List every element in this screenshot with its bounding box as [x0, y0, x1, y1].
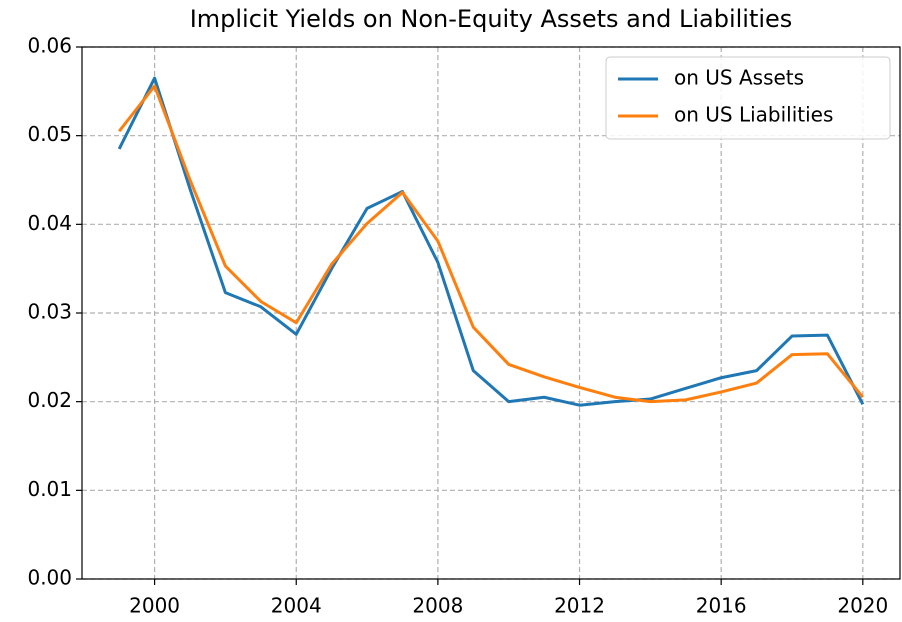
x-tick-label: 2004 [271, 594, 322, 618]
x-tick-label: 2016 [696, 594, 747, 618]
x-tick-label: 2020 [837, 594, 888, 618]
legend-label: on US Assets [674, 66, 804, 90]
y-tick-label: 0.00 [27, 566, 72, 590]
x-tick-label: 2008 [412, 594, 463, 618]
legend-box [605, 56, 891, 140]
y-tick-label: 0.03 [27, 300, 72, 324]
y-tick-label: 0.01 [27, 477, 72, 501]
legend-label: on US Liabilities [674, 103, 833, 127]
y-tick-label: 0.06 [27, 34, 72, 58]
y-tick-label: 0.05 [27, 122, 72, 146]
series-line [117, 76, 865, 407]
series-line [118, 84, 864, 404]
plot-frame [81, 46, 901, 580]
y-tick-label: 0.04 [27, 211, 72, 235]
x-tick-label: 2012 [554, 594, 605, 618]
x-tick-label: 2000 [129, 594, 180, 618]
chart-title: Implicit Yields on Non-Equity Assets and… [190, 5, 793, 33]
y-tick-label: 0.02 [27, 388, 72, 412]
